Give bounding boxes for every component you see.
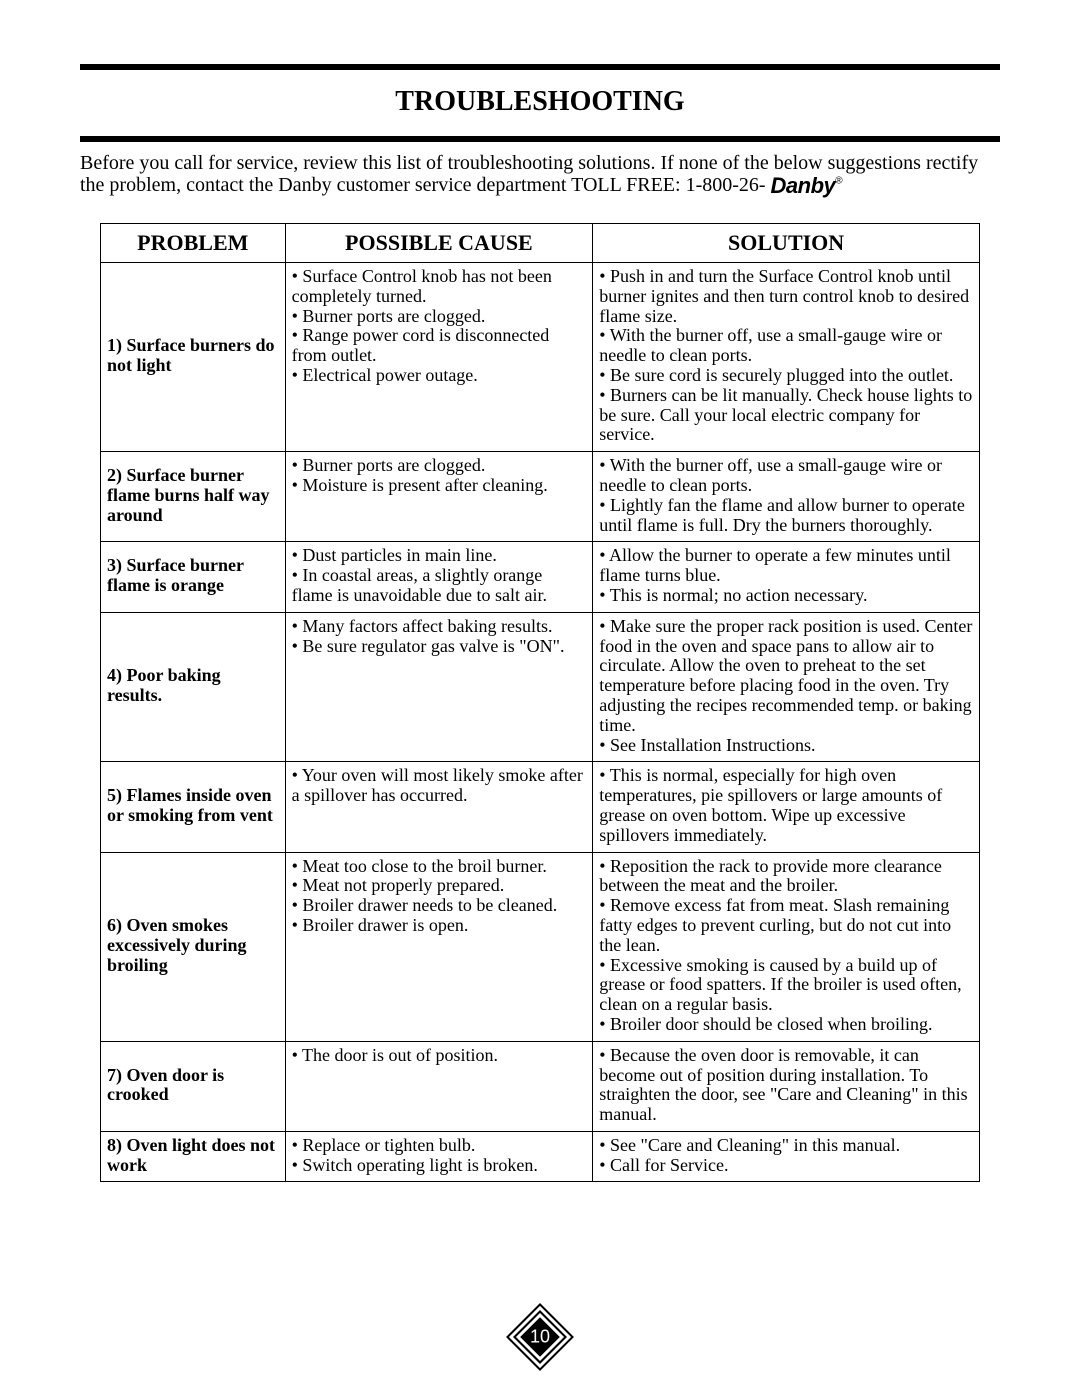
cell-cause: • Burner ports are clogged. • Moisture i… bbox=[285, 452, 593, 542]
cell-cause: • Meat too close to the broil burner. • … bbox=[285, 852, 593, 1041]
header-cause: POSSIBLE CAUSE bbox=[285, 224, 593, 263]
table-header-row: PROBLEM POSSIBLE CAUSE SOLUTION bbox=[101, 224, 980, 263]
page-title: TROUBLESHOOTING bbox=[60, 74, 1020, 132]
troubleshooting-table: PROBLEM POSSIBLE CAUSE SOLUTION 1) Surfa… bbox=[100, 223, 980, 1182]
cell-solution: • Allow the burner to operate a few minu… bbox=[593, 542, 980, 612]
intro-paragraph: Before you call for service, review this… bbox=[80, 152, 1000, 199]
troubleshooting-table-wrap: PROBLEM POSSIBLE CAUSE SOLUTION 1) Surfa… bbox=[100, 223, 980, 1182]
cell-problem: 2) Surface burner flame burns half way a… bbox=[101, 452, 286, 542]
table-row: 3) Surface burner flame is orange• Dust … bbox=[101, 542, 980, 612]
cell-problem: 3) Surface burner flame is orange bbox=[101, 542, 286, 612]
table-row: 6) Oven smokes excessively during broili… bbox=[101, 852, 980, 1041]
brand-reg-mark: ® bbox=[835, 176, 842, 187]
cell-cause: • Surface Control knob has not been comp… bbox=[285, 263, 593, 452]
cell-cause: • Dust particles in main line. • In coas… bbox=[285, 542, 593, 612]
table-row: 8) Oven light does not work• Replace or … bbox=[101, 1131, 980, 1182]
title-rule bbox=[80, 136, 1000, 142]
cell-problem: 1) Surface burners do not light bbox=[101, 263, 286, 452]
cell-solution: • Push in and turn the Surface Control k… bbox=[593, 263, 980, 452]
cell-cause: • Replace or tighten bulb. • Switch oper… bbox=[285, 1131, 593, 1182]
cell-cause: • Many factors affect baking results. • … bbox=[285, 612, 593, 762]
cell-problem: 5) Flames inside oven or smoking from ve… bbox=[101, 762, 286, 852]
cell-problem: 4) Poor baking results. bbox=[101, 612, 286, 762]
cell-solution: • With the burner off, use a small-gauge… bbox=[593, 452, 980, 542]
header-problem: PROBLEM bbox=[101, 224, 286, 263]
header-solution: SOLUTION bbox=[593, 224, 980, 263]
table-row: 7) Oven door is crooked• The door is out… bbox=[101, 1041, 980, 1131]
intro-text: Before you call for service, review this… bbox=[80, 152, 978, 196]
cell-solution: • See "Care and Cleaning" in this manual… bbox=[593, 1131, 980, 1182]
cell-solution: • Make sure the proper rack position is … bbox=[593, 612, 980, 762]
document-page: TROUBLESHOOTING Before you call for serv… bbox=[0, 0, 1080, 1222]
table-row: 2) Surface burner flame burns half way a… bbox=[101, 452, 980, 542]
table-row: 5) Flames inside oven or smoking from ve… bbox=[101, 762, 980, 852]
brand-logo: Danby bbox=[771, 174, 836, 199]
cell-problem: 6) Oven smokes excessively during broili… bbox=[101, 852, 286, 1041]
cell-cause: • The door is out of position. bbox=[285, 1041, 593, 1131]
cell-solution: • Because the oven door is removable, it… bbox=[593, 1041, 980, 1131]
cell-solution: • This is normal, especially for high ov… bbox=[593, 762, 980, 852]
table-row: 1) Surface burners do not light• Surface… bbox=[101, 263, 980, 452]
cell-cause: • Your oven will most likely smoke after… bbox=[285, 762, 593, 852]
top-rule bbox=[80, 64, 1000, 70]
cell-problem: 7) Oven door is crooked bbox=[101, 1041, 286, 1131]
table-body: 1) Surface burners do not light• Surface… bbox=[101, 263, 980, 1182]
cell-solution: • Reposition the rack to provide more cl… bbox=[593, 852, 980, 1041]
table-row: 4) Poor baking results.• Many factors af… bbox=[101, 612, 980, 762]
page-number: 10 bbox=[530, 1327, 550, 1348]
cell-problem: 8) Oven light does not work bbox=[101, 1131, 286, 1182]
page-number-badge: 10 bbox=[510, 1307, 570, 1367]
